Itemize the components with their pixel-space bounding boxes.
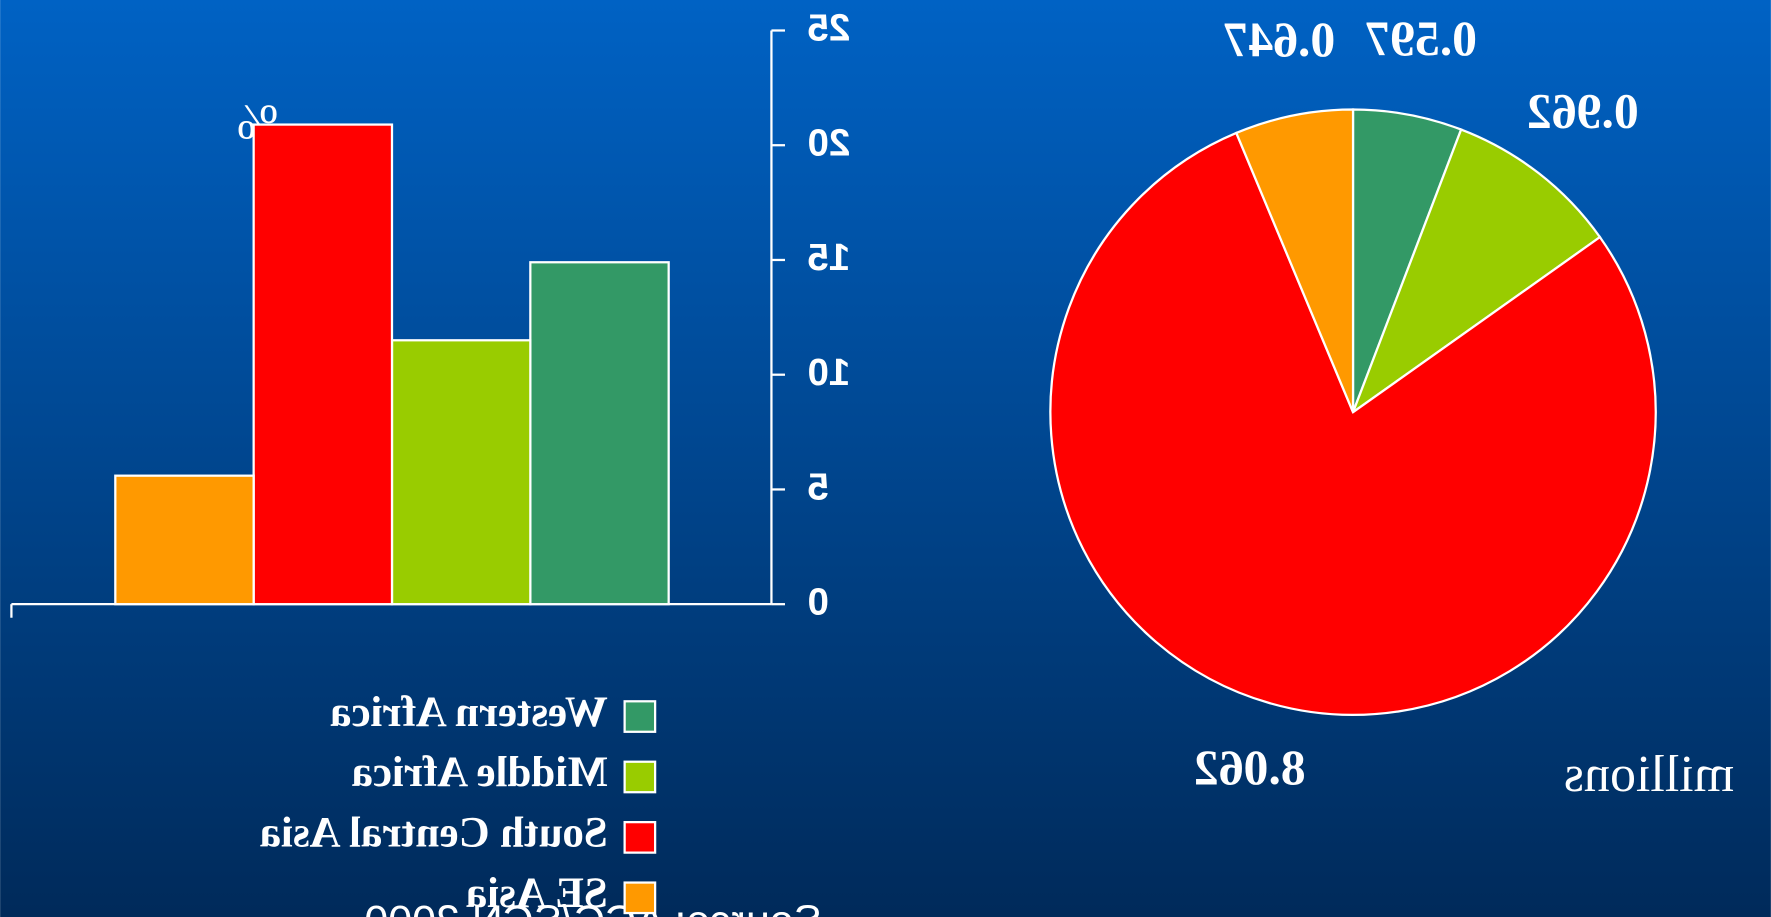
- pie-slice: [1049, 131, 1657, 716]
- y-tick-label: 20: [808, 121, 851, 164]
- legend-label: Western Africa: [330, 689, 608, 736]
- bar: [114, 474, 255, 606]
- legend-swatch: [623, 881, 657, 915]
- y-tick-label: 0: [808, 580, 829, 623]
- bar: [252, 123, 394, 606]
- pie-value-label: 0.647: [1223, 12, 1335, 67]
- bar: [529, 261, 670, 606]
- legend-swatch: [623, 700, 657, 733]
- legend-label: SE Asia: [466, 870, 608, 917]
- pie-slice: [1350, 128, 1602, 416]
- legend-label: South Central Asia: [260, 810, 608, 857]
- source: Source: ACC/SCN 2000: [364, 897, 822, 917]
- y-tick-label: 5: [808, 466, 829, 509]
- pie-value-label: 0.597: [1365, 11, 1477, 66]
- pie-slice: [1234, 108, 1355, 413]
- mirrored-content: % millions Source: ACC/SCN 2000 05101520…: [10, 7, 1734, 917]
- pie-value-label: 0.962: [1527, 83, 1639, 138]
- pie-unit: millions: [1564, 746, 1734, 803]
- y-tick-label: 15: [808, 236, 851, 279]
- bar: [390, 339, 532, 606]
- pie-value-label: 8.062: [1194, 740, 1306, 795]
- y-tick-label: 25: [808, 7, 851, 50]
- legend-label: Middle Africa: [351, 749, 607, 796]
- legend-swatch: [623, 821, 657, 854]
- y-tick-label: 10: [808, 351, 851, 394]
- legend-swatch: [623, 760, 657, 794]
